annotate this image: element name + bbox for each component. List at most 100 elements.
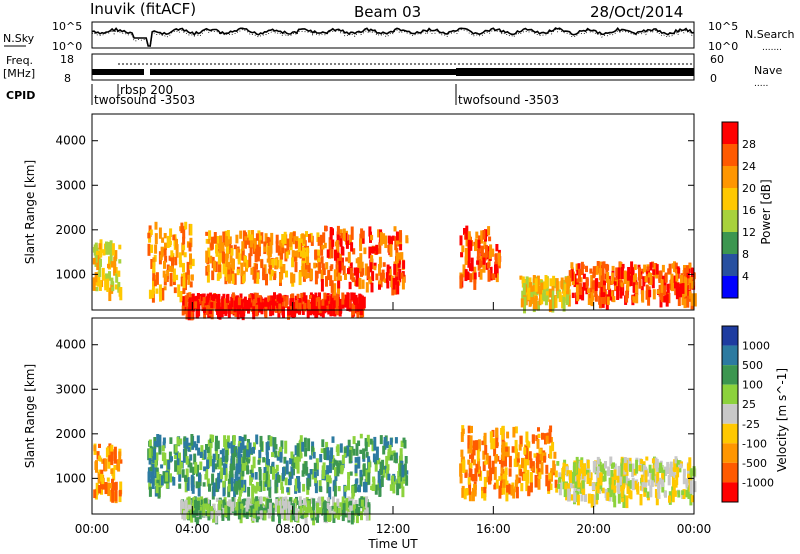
- scatter-cell: [257, 239, 261, 251]
- scatter-cell: [242, 274, 246, 284]
- scatter-cell: [113, 465, 117, 470]
- scatter-cell: [378, 256, 382, 268]
- scatter-cell: [303, 303, 307, 309]
- scatter-cell: [174, 445, 178, 453]
- scatter-cell: [612, 491, 616, 502]
- scatter-cell: [534, 278, 538, 292]
- scatter-cell: [534, 474, 538, 488]
- scatter-cell: [480, 245, 484, 256]
- scatter-cell: [292, 302, 296, 315]
- scatter-cell: [536, 439, 540, 449]
- scatter-cell: [403, 439, 407, 449]
- scatter-cell: [359, 449, 363, 454]
- scatter-cell: [666, 283, 670, 296]
- scatter-cell: [298, 496, 302, 507]
- scatter-cell: [600, 286, 604, 297]
- scatter-cell: [565, 298, 569, 306]
- scatter-cell: [186, 292, 190, 303]
- scatter-cell: [629, 463, 632, 472]
- scatter-cell: [92, 277, 96, 291]
- scatter-cell: [268, 486, 272, 498]
- scatter-cell: [182, 262, 185, 273]
- scatter-cell: [271, 296, 275, 304]
- scatter-cell: [279, 300, 283, 312]
- scatter-cell: [384, 235, 388, 249]
- scatter-cell: [294, 261, 298, 273]
- scatter-cell: [523, 457, 527, 472]
- scatter-cell: [210, 294, 214, 301]
- scatter-cell: [373, 262, 377, 268]
- scatter-cell: [222, 499, 226, 508]
- scatter-cell: [526, 452, 530, 466]
- scatter-cell: [286, 487, 290, 493]
- scatter-cell: [494, 253, 498, 265]
- scatter-cell: [241, 241, 245, 251]
- scatter-cell: [470, 257, 474, 272]
- scatter-cell: [394, 236, 398, 251]
- scatter-cell: [328, 486, 332, 500]
- scatter-cell: [534, 295, 538, 310]
- scatter-cell: [347, 479, 350, 491]
- scatter-cell: [475, 231, 479, 239]
- scatter-cell: [190, 307, 194, 321]
- scatter-cell: [328, 511, 332, 521]
- scatter-cell: [94, 461, 98, 470]
- scatter-cell: [479, 268, 483, 280]
- scatter-cell: [187, 496, 191, 505]
- scatter-cell: [358, 263, 362, 274]
- scatter-cell: [322, 502, 326, 511]
- scatter-cell: [150, 244, 154, 253]
- scatter-cell: [264, 233, 268, 245]
- scatter-cell: [315, 458, 319, 470]
- scatter-cell: [215, 497, 219, 502]
- scatter-cell: [644, 488, 648, 493]
- scatter-cell: [275, 241, 279, 253]
- scatter-cell: [461, 428, 465, 434]
- scatter-cell: [504, 442, 508, 448]
- scatter-cell: [365, 282, 369, 293]
- scatter-cell: [172, 279, 176, 286]
- scatter-cell: [347, 251, 351, 264]
- scatter-cell: [575, 263, 579, 272]
- scatter-cell: [231, 258, 235, 269]
- nave-tick-top: 60: [710, 53, 724, 66]
- scatter-cell: [673, 473, 677, 478]
- scatter-cell: [378, 280, 382, 285]
- scatter-cell: [101, 459, 105, 464]
- scatter-cell: [197, 296, 201, 304]
- scatter-cell: [582, 488, 586, 495]
- scatter-cell: [252, 485, 256, 493]
- scatter-cell: [596, 483, 600, 494]
- noise-right-tick-bottom: 10^0: [708, 40, 738, 53]
- scatter-cell: [374, 246, 378, 252]
- scatter-cell: [603, 470, 607, 482]
- scatter-cell: [149, 466, 153, 472]
- scatter-cell: [603, 280, 606, 286]
- scatter-cell: [495, 244, 499, 252]
- scatter-cell: [397, 260, 401, 268]
- scatter-cell: [495, 427, 499, 438]
- colorbar-frame: [721, 121, 739, 299]
- scatter-cell: [356, 303, 360, 312]
- scatter-cell: [540, 282, 544, 291]
- scatter-cell: [387, 245, 391, 253]
- scatter-cell: [477, 468, 480, 474]
- scatter-cell: [336, 498, 340, 513]
- scatter-cell: [267, 480, 271, 488]
- scatter-cell: [191, 484, 195, 494]
- scatter-cell: [459, 473, 463, 484]
- scatter-cell: [333, 485, 337, 497]
- scatter-cell: [379, 272, 383, 280]
- scatter-cell: [286, 238, 290, 246]
- scatter-cell: [221, 301, 225, 309]
- scatter-cell: [510, 484, 514, 496]
- scatter-cell: [622, 470, 626, 484]
- scatter-cell: [360, 228, 364, 235]
- scatter-cell: [311, 448, 315, 456]
- scatter-cell: [230, 466, 234, 478]
- scatter-cell: [495, 454, 498, 462]
- scatter-cell: [393, 263, 397, 275]
- scatter-cell: [369, 279, 373, 285]
- scatter-cell: [97, 471, 101, 484]
